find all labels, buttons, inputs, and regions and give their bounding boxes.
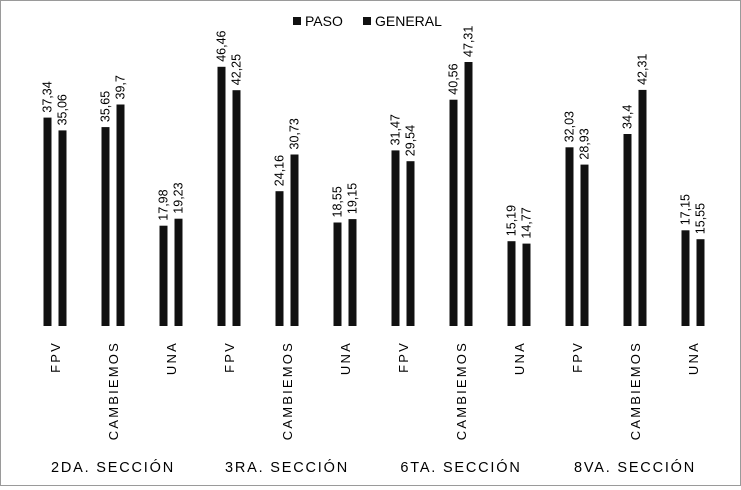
category-label: FPV xyxy=(222,341,237,373)
bar-general xyxy=(58,130,67,326)
bar-paso xyxy=(623,134,632,326)
bar-paso xyxy=(217,66,226,327)
bar-paso xyxy=(101,127,110,326)
category-label: CAMBIEMOS xyxy=(628,341,643,440)
data-label: 40,56 xyxy=(447,63,461,94)
bar-general xyxy=(348,219,357,326)
bar-paso xyxy=(391,150,400,326)
data-label: 14,77 xyxy=(520,207,534,238)
bar-general xyxy=(290,154,299,326)
bar-general xyxy=(638,89,647,327)
data-label: 35,06 xyxy=(56,94,70,125)
bar-paso xyxy=(333,222,342,326)
bar-paso xyxy=(159,225,168,326)
legend-label-paso: PASO xyxy=(305,13,343,29)
data-label: 42,25 xyxy=(230,54,244,85)
data-label: 18,55 xyxy=(331,186,345,217)
data-label: 39,7 xyxy=(114,75,128,99)
legend-swatch-paso xyxy=(293,17,301,25)
category-label: UNA xyxy=(686,341,701,375)
data-label: 34,4 xyxy=(621,105,635,129)
legend-swatch-general xyxy=(363,17,371,25)
category-label: CAMBIEMOS xyxy=(280,341,295,440)
bar-general xyxy=(696,239,705,326)
data-label: 17,15 xyxy=(679,194,693,225)
data-label: 37,34 xyxy=(41,81,55,112)
category-label: FPV xyxy=(48,341,63,373)
category-label: FPV xyxy=(396,341,411,373)
data-label: 28,93 xyxy=(578,128,592,159)
data-label: 29,54 xyxy=(404,125,418,156)
bar-paso xyxy=(565,147,574,326)
legend-label-general: GENERAL xyxy=(375,13,442,29)
data-label: 35,65 xyxy=(99,91,113,122)
bar-general xyxy=(232,90,241,326)
data-label: 24,16 xyxy=(273,155,287,186)
data-label: 46,46 xyxy=(215,30,229,61)
group-label: 6TA. SECCIÓN xyxy=(400,459,521,476)
bar-general xyxy=(464,62,473,326)
data-label: 30,73 xyxy=(288,118,302,149)
category-label: CAMBIEMOS xyxy=(454,341,469,440)
bar-general xyxy=(116,104,125,326)
group-label: 2DA. SECCIÓN xyxy=(51,459,175,476)
category-label: FPV xyxy=(570,341,585,373)
data-label: 19,15 xyxy=(346,183,360,214)
category-label: UNA xyxy=(164,341,179,375)
data-label: 31,47 xyxy=(389,114,403,145)
bar-paso xyxy=(449,99,458,326)
bar-paso xyxy=(275,191,284,326)
category-label: UNA xyxy=(338,341,353,375)
category-label: CAMBIEMOS xyxy=(106,341,121,440)
group-label: 3RA. SECCIÓN xyxy=(225,459,349,476)
bar-general xyxy=(406,161,415,326)
data-label: 47,31 xyxy=(462,26,476,57)
data-label: 42,31 xyxy=(636,54,650,85)
bar-general xyxy=(580,164,589,326)
data-label: 15,19 xyxy=(505,205,519,236)
category-label: UNA xyxy=(512,341,527,375)
bar-general xyxy=(522,243,531,326)
data-label: 15,55 xyxy=(694,203,708,234)
legend: PASO GENERAL xyxy=(293,13,442,29)
data-label: 17,98 xyxy=(157,189,171,220)
group-label: 8VA. SECCIÓN xyxy=(574,459,696,476)
bar-general xyxy=(174,218,183,326)
data-label: 19,23 xyxy=(172,182,186,213)
bar-paso xyxy=(681,230,690,326)
data-label: 32,03 xyxy=(563,111,577,142)
bar-paso xyxy=(43,117,52,326)
bar-paso xyxy=(507,241,516,326)
